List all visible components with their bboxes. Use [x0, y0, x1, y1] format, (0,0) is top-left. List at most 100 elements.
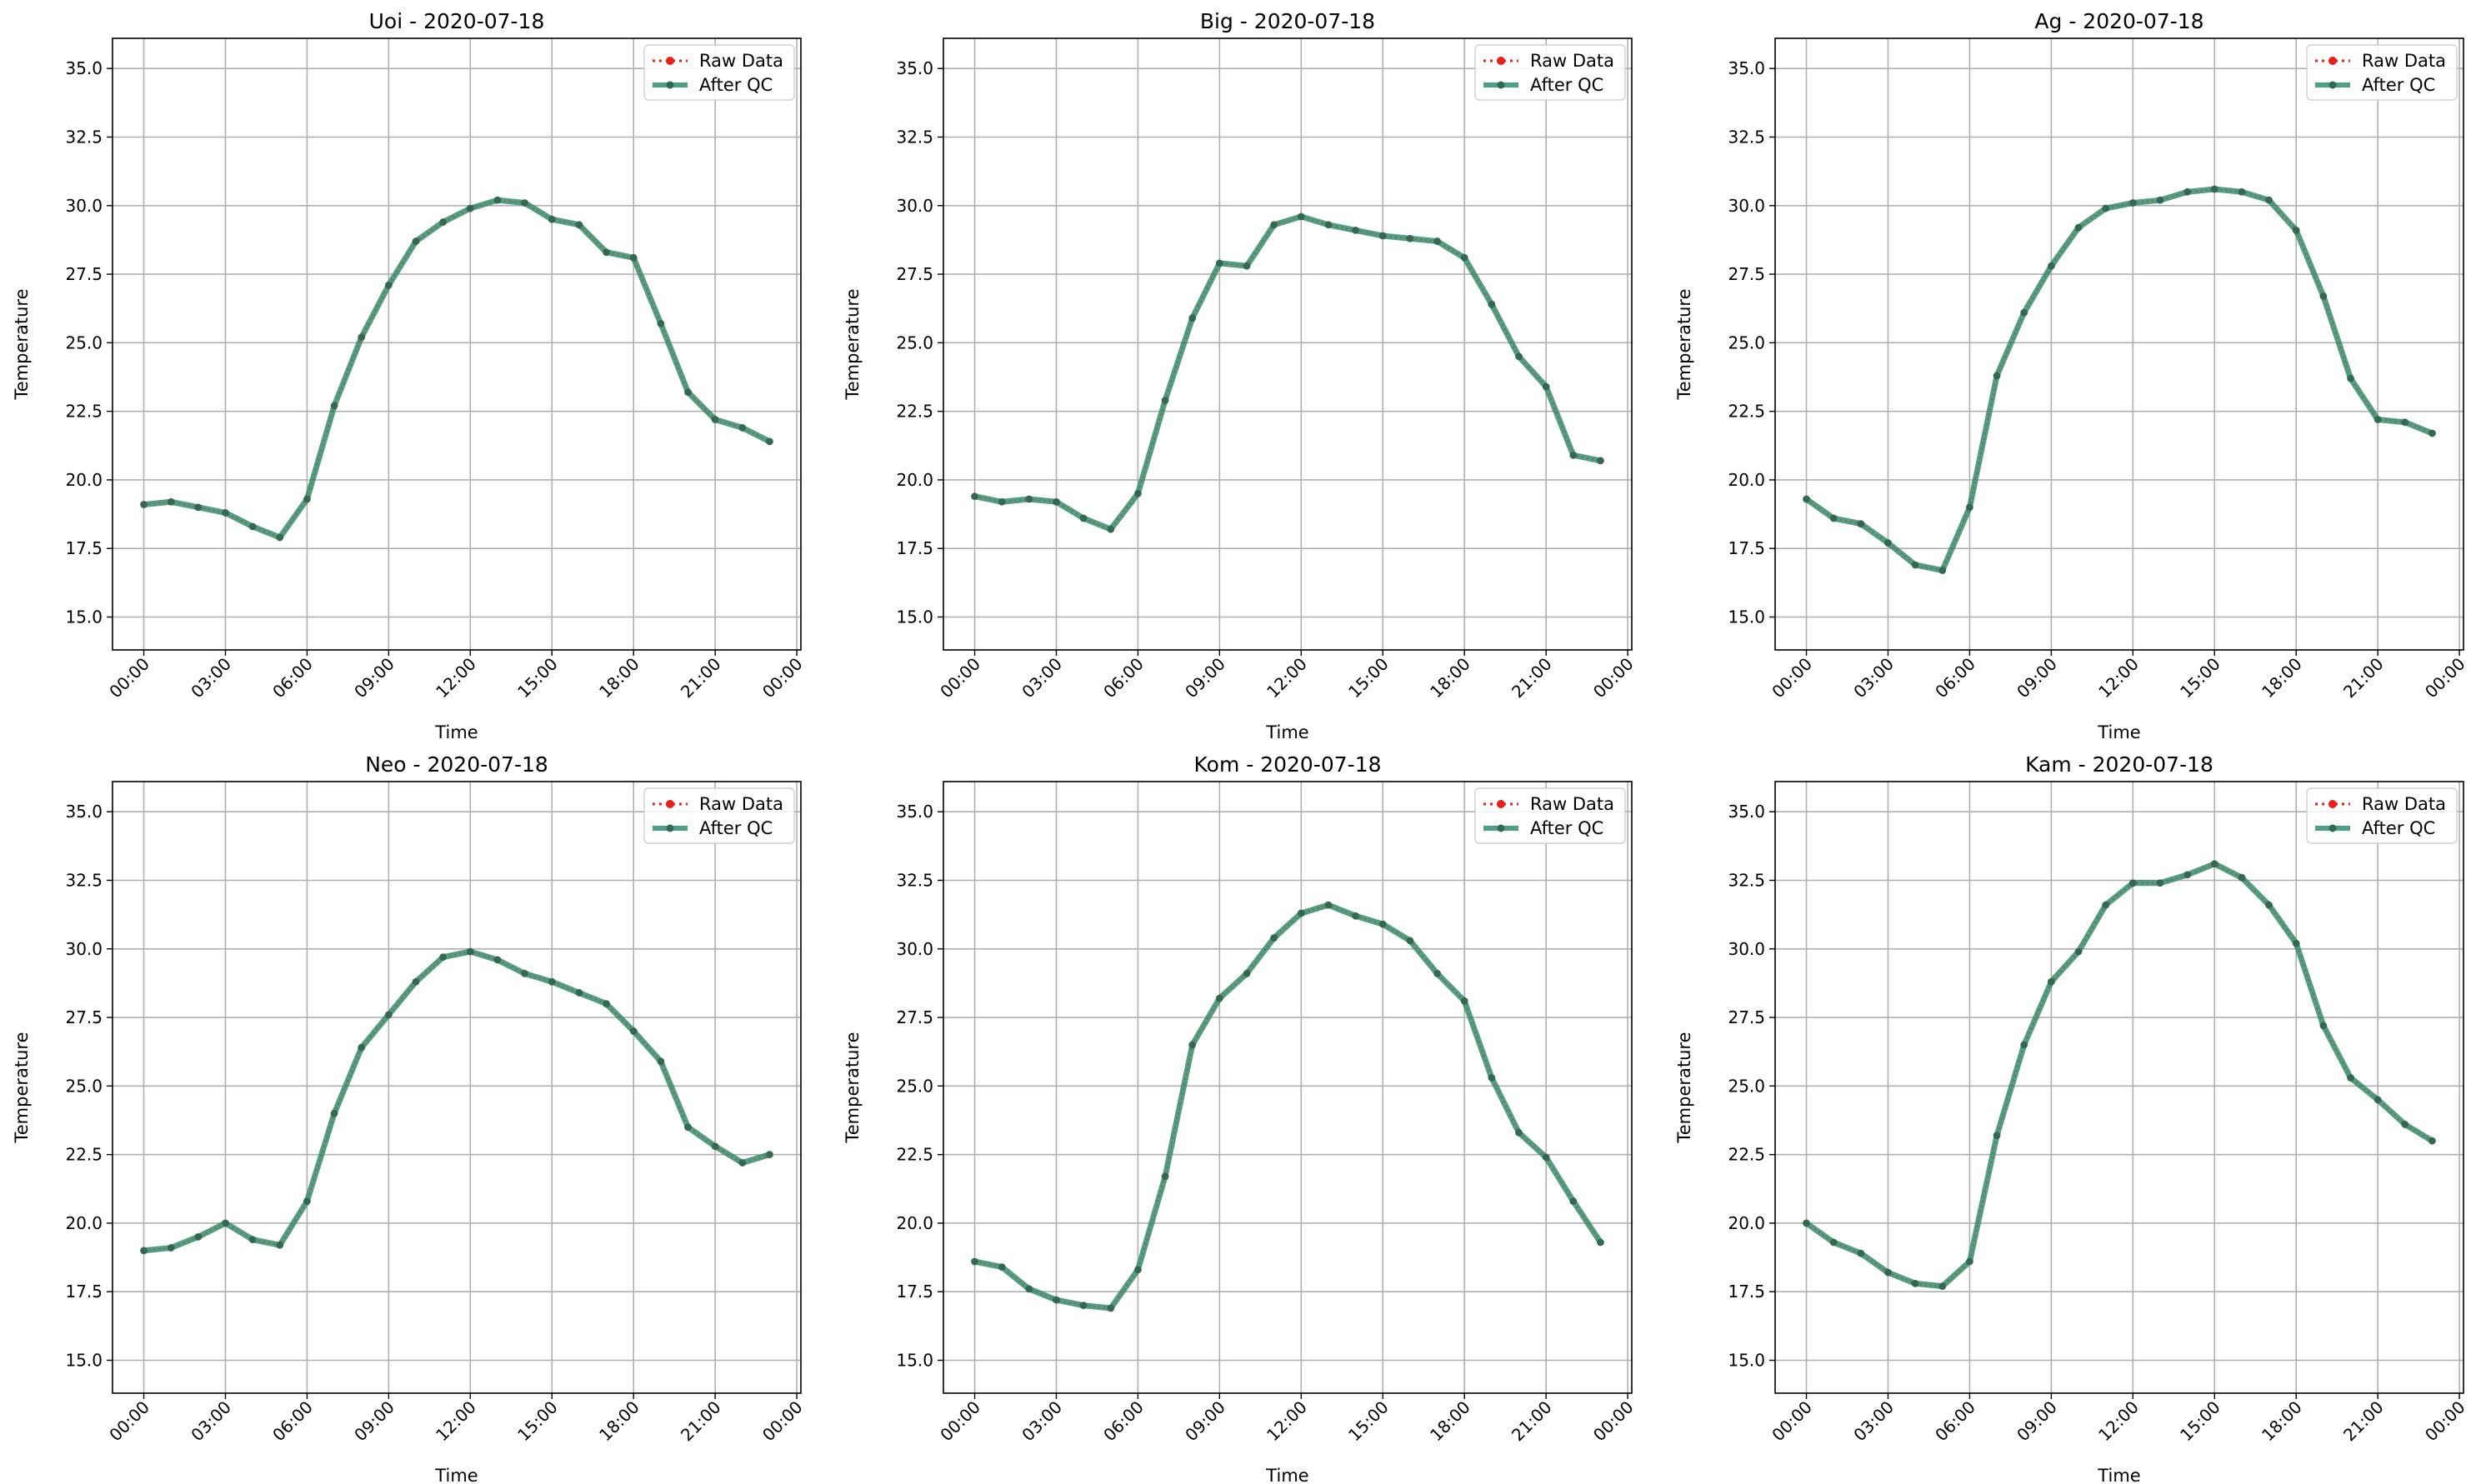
legend-raw-marker [2328, 800, 2337, 808]
x-tick-label: 12:00 [1263, 654, 1311, 702]
after-qc-point [1188, 1041, 1197, 1049]
y-tick-label: 27.5 [896, 264, 933, 284]
y-tick-label: 35.0 [1728, 802, 1765, 822]
after-qc-point [1884, 539, 1892, 547]
x-axis-label: Time [2097, 1466, 2140, 1484]
x-tick-label: 09:00 [350, 1397, 398, 1446]
after-qc-point [575, 989, 583, 997]
x-tick-label: 03:00 [1849, 1397, 1898, 1446]
after-qc-point [1297, 909, 1305, 917]
x-tick-label: 00:00 [758, 1397, 807, 1446]
x-tick-label: 00:00 [105, 1397, 153, 1446]
after-qc-point [738, 1159, 747, 1167]
legend-raw-marker [2328, 57, 2337, 65]
after-qc-point [1352, 227, 1360, 234]
after-qc-point [1857, 1249, 1865, 1257]
x-tick-label: 21:00 [2339, 654, 2388, 702]
after-qc-point [1134, 489, 1142, 497]
x-axis-label: Time [1265, 722, 1308, 742]
series-raw-data-line [974, 215, 1601, 531]
x-tick-label: 21:00 [1508, 654, 1556, 702]
after-qc-point [575, 221, 583, 229]
y-tick-label: 17.5 [1728, 1282, 1765, 1302]
y-tick-label: 15.0 [65, 607, 103, 627]
x-tick-label: 15:00 [2176, 654, 2224, 702]
subplot-title: Ag - 2020-07-18 [2034, 9, 2203, 33]
after-qc-point [2347, 374, 2354, 382]
legend-label-qc: After QC [699, 75, 773, 95]
after-qc-point [2156, 879, 2164, 887]
after-qc-point [194, 503, 203, 512]
after-qc-point [1433, 237, 1441, 245]
after-qc-point [1270, 221, 1278, 229]
after-qc-point [2265, 901, 2273, 909]
subplot-5: 15.0 17.5 20.0 22.5 25.0 27.5 30.0 32.5 35.0 00:0… [843, 752, 1638, 1484]
after-qc-point [1161, 1172, 1169, 1181]
y-tick-label: 17.5 [65, 1282, 103, 1302]
legend-raw-marker [666, 800, 674, 808]
after-qc-point [1829, 514, 1838, 522]
x-tick-label: 21:00 [677, 1397, 725, 1446]
y-tick-label: 17.5 [1728, 538, 1765, 558]
x-tick-label: 18:00 [595, 654, 643, 702]
y-tick-label: 32.5 [1728, 127, 1765, 147]
legend: Raw Data After QC [2306, 44, 2458, 101]
x-tick-label: 21:00 [677, 654, 725, 702]
plot-frame [1774, 781, 2464, 1394]
after-qc-point [1215, 259, 1223, 267]
x-tick-label: 06:00 [1099, 1397, 1148, 1446]
legend-raw-marker [1497, 800, 1505, 808]
legend-label-raw: Raw Data [2362, 51, 2446, 71]
after-qc-point [412, 977, 420, 986]
subplot-2: 15.0 17.5 20.0 22.5 25.0 27.5 30.0 32.5 35.0 00:0… [843, 9, 1638, 742]
legend-label-qc: After QC [1530, 75, 1603, 95]
x-tick-label: 06:00 [1099, 654, 1148, 702]
y-axis-label: Temperature [12, 288, 32, 400]
after-qc-point [1406, 234, 1414, 242]
after-qc-point [276, 533, 284, 542]
y-tick-label: 22.5 [65, 402, 103, 422]
after-qc-point [1324, 901, 1333, 909]
after-qc-point [1966, 503, 1973, 512]
y-tick-label: 30.0 [65, 939, 103, 959]
after-qc-point [303, 1197, 311, 1205]
subplot-title: Uoi - 2020-07-18 [369, 9, 545, 33]
legend-label-qc: After QC [2362, 818, 2435, 838]
series-after-qc-line [973, 213, 1602, 532]
after-qc-point [330, 402, 338, 410]
after-qc-point [2183, 871, 2192, 879]
y-tick-label: 32.5 [1728, 870, 1765, 890]
after-qc-point [222, 509, 229, 517]
after-qc-point [1597, 457, 1604, 465]
after-qc-point [358, 333, 366, 342]
after-qc-point [1107, 1304, 1115, 1312]
x-tick-label: 12:00 [2094, 1397, 2143, 1446]
x-tick-label: 18:00 [2258, 654, 2306, 702]
legend-label-qc: After QC [1530, 818, 1603, 838]
x-tick-label: 18:00 [2258, 1397, 2306, 1446]
y-tick-label: 20.0 [896, 470, 933, 490]
y-tick-label: 30.0 [1728, 939, 1765, 959]
after-qc-point [1243, 262, 1251, 270]
y-tick-label: 25.0 [65, 332, 103, 352]
y-tick-label: 30.0 [65, 196, 103, 216]
after-qc-point [1406, 937, 1414, 945]
y-tick-label: 27.5 [896, 1007, 933, 1027]
after-qc-point [548, 215, 556, 223]
after-qc-point [439, 218, 448, 226]
legend-label-raw: Raw Data [1530, 794, 1614, 814]
y-axis-label: Temperature [1674, 1032, 1694, 1143]
subplot-title: Big - 2020-07-18 [1200, 9, 1375, 33]
after-qc-point [466, 947, 474, 956]
legend: Raw Data After QC [643, 44, 795, 101]
after-qc-point [2347, 1074, 2354, 1082]
after-qc-point [1460, 997, 1468, 1005]
after-qc-point [2047, 977, 2055, 986]
x-tick-label: 18:00 [1426, 654, 1474, 702]
y-tick-label: 32.5 [65, 870, 103, 890]
x-tick-label: 03:00 [187, 654, 235, 702]
y-tick-label: 17.5 [896, 538, 933, 558]
after-qc-point [1993, 372, 2001, 380]
y-tick-label: 35.0 [1728, 58, 1765, 78]
plot-frame [1774, 37, 2464, 651]
